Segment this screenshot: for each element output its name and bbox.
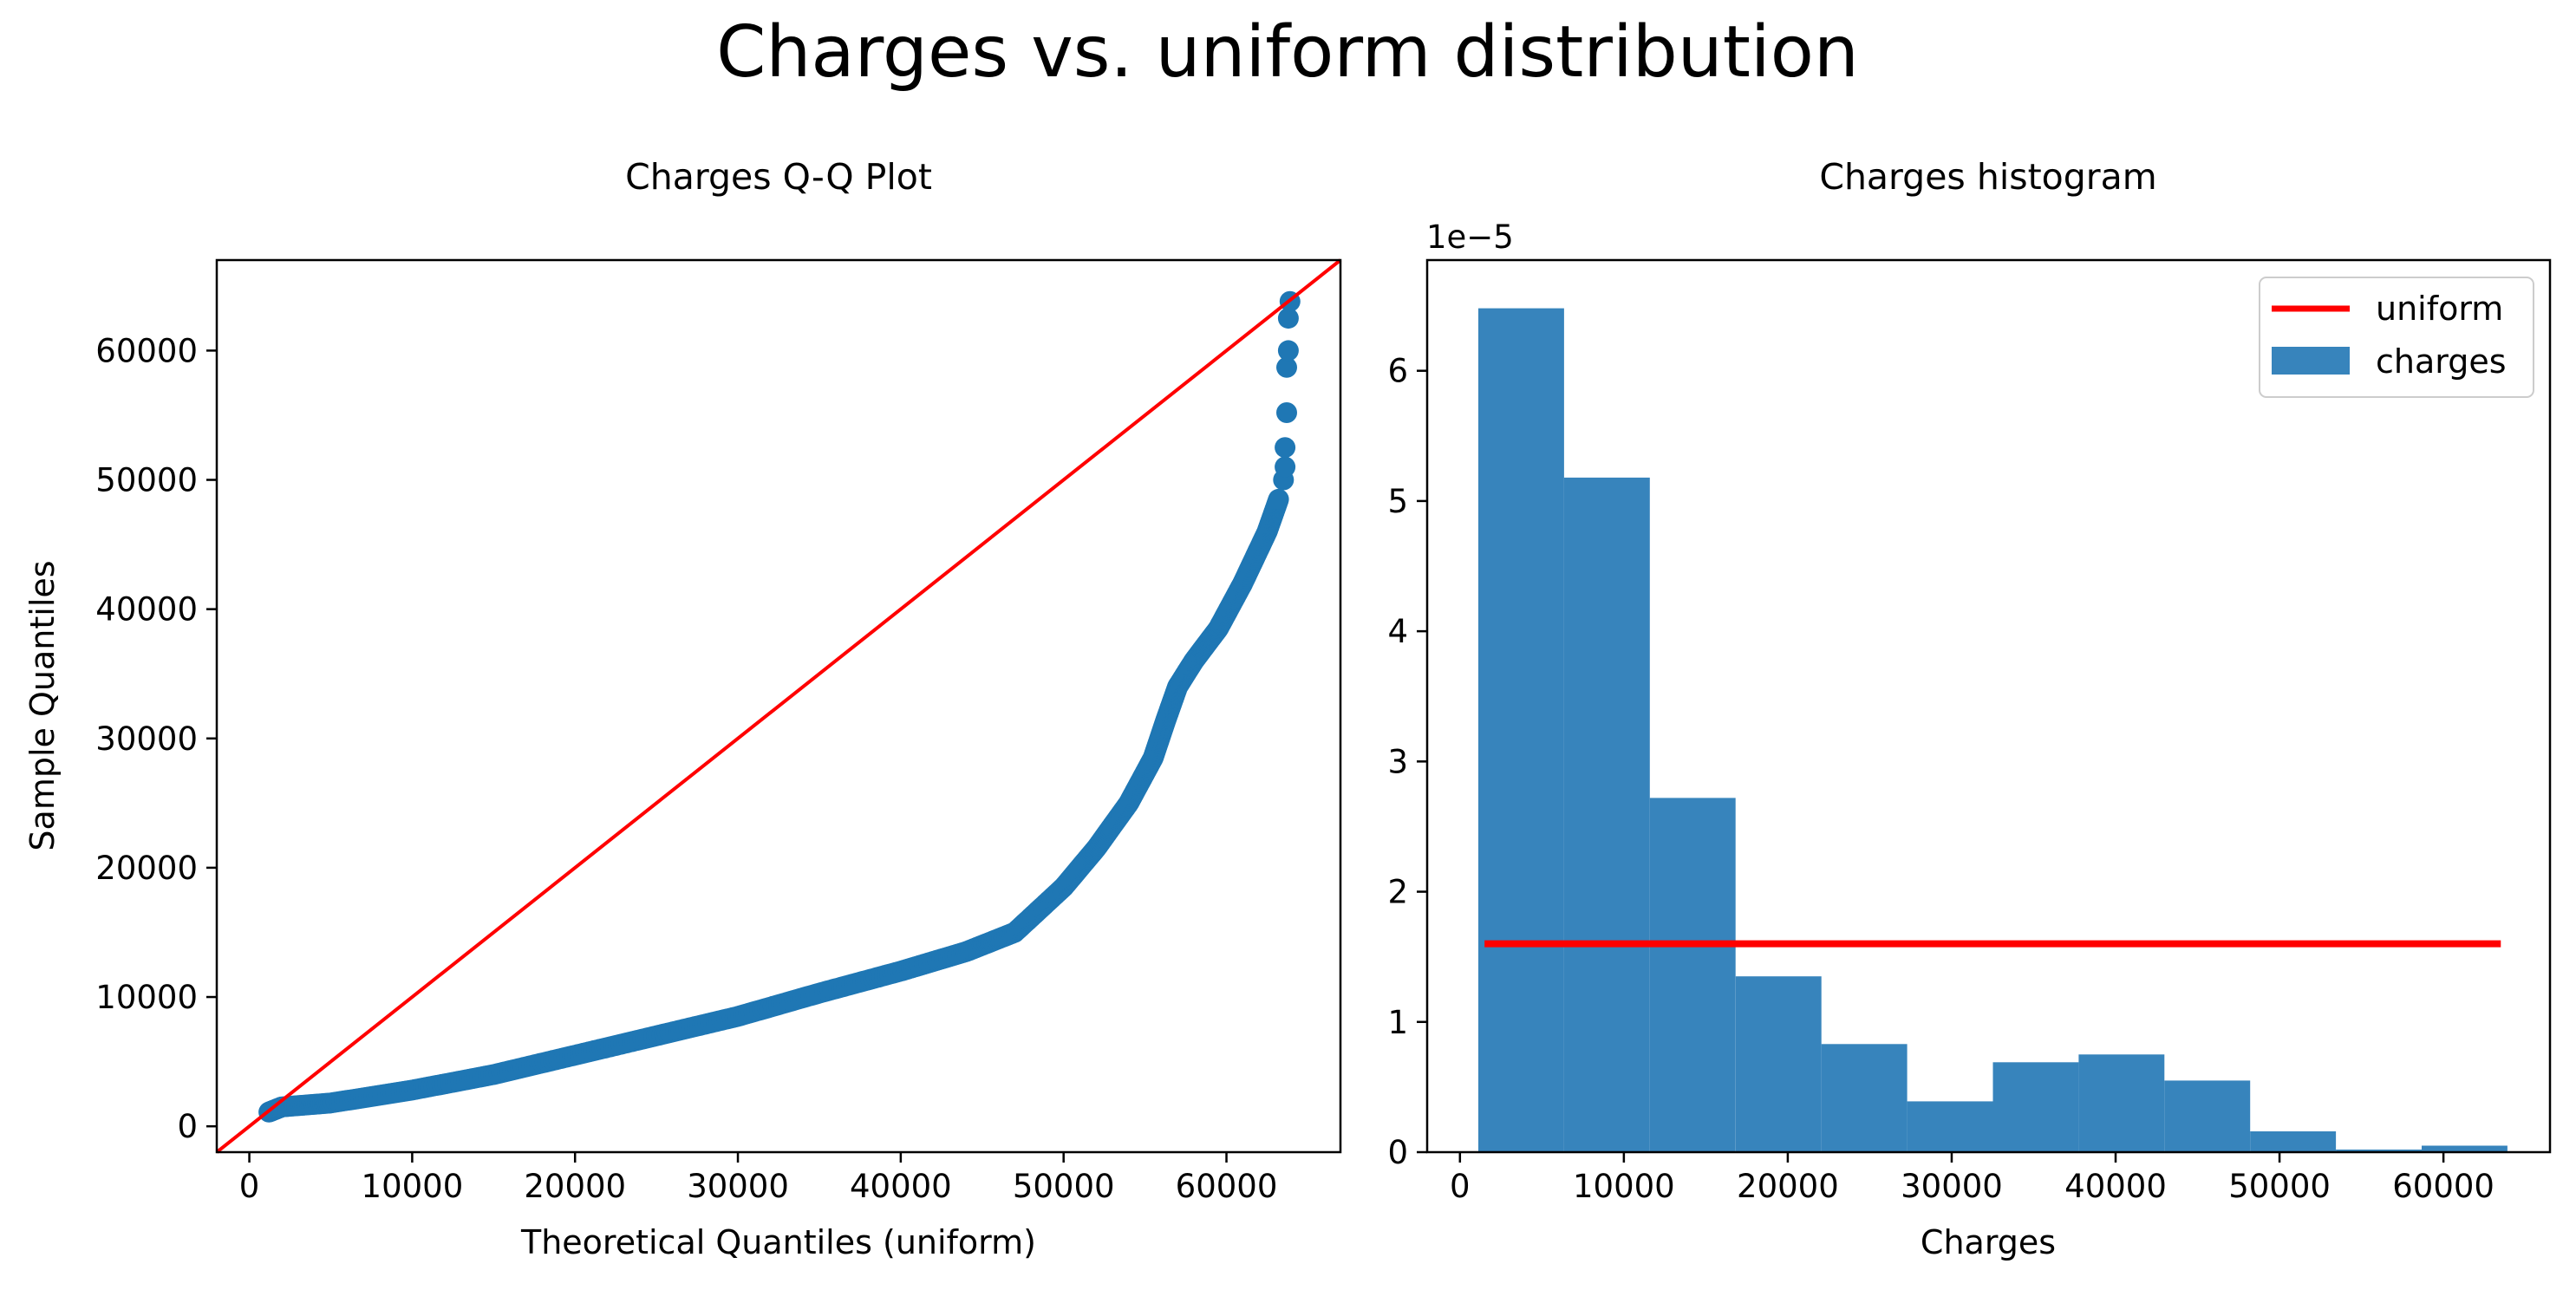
histogram-y-tick-label: 1 (1387, 1004, 1408, 1041)
qq-plot-marks (215, 258, 1342, 1154)
histogram-y-tick-label: 3 (1387, 743, 1408, 780)
histogram-x-tick-label: 20000 (1737, 1168, 1839, 1205)
histogram-bar-0 (1478, 308, 1564, 1153)
histogram-bar-10 (2336, 1150, 2422, 1152)
qq-outlier-point-4 (1276, 356, 1297, 378)
qq-outlier-point-1 (1275, 456, 1296, 478)
histogram-x-tick-label: 50000 (2228, 1168, 2331, 1205)
histogram-bar-3 (1735, 976, 1822, 1152)
legend-charges-label: charges (2376, 342, 2507, 381)
histogram-x-tick-label: 0 (1450, 1168, 1471, 1205)
histogram-bar-7 (2078, 1054, 2165, 1152)
qq-x-tick-label: 20000 (524, 1168, 626, 1205)
histogram-bar-9 (2250, 1131, 2337, 1152)
histogram-x-tick-label: 40000 (2064, 1168, 2167, 1205)
qq-plot-panel: Charges Q-Q Plot 0 10000 20000 30000 40000 50… (23, 156, 1342, 1261)
histogram-x-tick-label: 10000 (1573, 1168, 1675, 1205)
histogram-y-ticks: 0 1 2 3 4 5 6 (1387, 353, 1427, 1171)
qq-y-ticks: 0 10000 20000 30000 40000 50000 60000 (95, 332, 217, 1145)
histogram-bar-1 (1563, 477, 1650, 1152)
qq-x-tick-label: 40000 (850, 1168, 952, 1205)
qq-point-660 (1268, 488, 1289, 510)
qq-x-tick-label: 0 (239, 1168, 260, 1205)
histogram-y-tick-label: 0 (1387, 1134, 1408, 1171)
histogram-bar-6 (1992, 1062, 2079, 1152)
histogram-x-tick-label: 60000 (2392, 1168, 2494, 1205)
histogram-y-tick-label: 2 (1387, 874, 1408, 911)
histogram-bar-5 (1907, 1101, 1993, 1152)
qq-plot-frame (215, 258, 1342, 1154)
figure-title: Charges vs. uniform distribution (716, 11, 1859, 94)
histogram-bar-2 (1649, 798, 1736, 1152)
qq-y-tick-label: 60000 (95, 332, 198, 369)
histogram-y-tick-label: 5 (1387, 483, 1408, 520)
qq-x-tick-label: 30000 (687, 1168, 789, 1205)
qq-outlier-point-6 (1277, 308, 1299, 329)
qq-y-tick-label: 50000 (95, 462, 198, 499)
legend: uniform charges (2259, 277, 2534, 398)
qq-y-tick-label: 20000 (95, 850, 198, 887)
qq-x-tick-label: 60000 (1176, 1168, 1278, 1205)
qq-x-tick-label: 50000 (1013, 1168, 1115, 1205)
histogram-bars (1478, 308, 2508, 1153)
qq-reference-line (215, 258, 1342, 1154)
qq-outlier-point-2 (1275, 437, 1296, 459)
histogram-y-tick-label: 6 (1387, 353, 1408, 390)
histogram-x-axis-label: Charges (1921, 1223, 2056, 1261)
qq-y-tick-label: 40000 (95, 591, 198, 629)
qq-outlier-point-5 (1277, 340, 1299, 362)
histogram-panel: Charges histogram 1e−5 0 10000 20000 30000 4… (1387, 156, 2552, 1261)
qq-x-axis-label: Theoretical Quantiles (uniform) (520, 1223, 1036, 1261)
qq-outlier-point-3 (1276, 402, 1297, 423)
legend-uniform-label: uniform (2376, 290, 2503, 328)
histogram-frame (1425, 258, 2552, 1154)
qq-y-axis-label: Sample Quantiles (23, 560, 62, 850)
legend-charges-swatch (2272, 347, 2350, 375)
histogram-title: Charges histogram (1819, 156, 2156, 198)
histogram-bar-8 (2164, 1080, 2251, 1152)
histogram-bar-4 (1821, 1044, 1908, 1152)
qq-plot-title: Charges Q-Q Plot (625, 156, 932, 198)
histogram-bar-11 (2422, 1145, 2508, 1152)
qq-y-tick-label: 10000 (95, 979, 198, 1016)
qq-y-tick-label: 30000 (95, 720, 198, 758)
histogram-x-ticks: 0 10000 20000 30000 40000 50000 60000 (1450, 1152, 2494, 1205)
histogram-scale-label: 1e−5 (1426, 218, 1514, 256)
histogram-y-tick-label: 4 (1387, 613, 1408, 650)
qq-x-tick-label: 10000 (362, 1168, 464, 1205)
qq-x-ticks: 0 10000 20000 30000 40000 50000 60000 (239, 1152, 1278, 1205)
qq-y-tick-label: 0 (177, 1108, 198, 1145)
histogram-x-tick-label: 30000 (1901, 1168, 2003, 1205)
